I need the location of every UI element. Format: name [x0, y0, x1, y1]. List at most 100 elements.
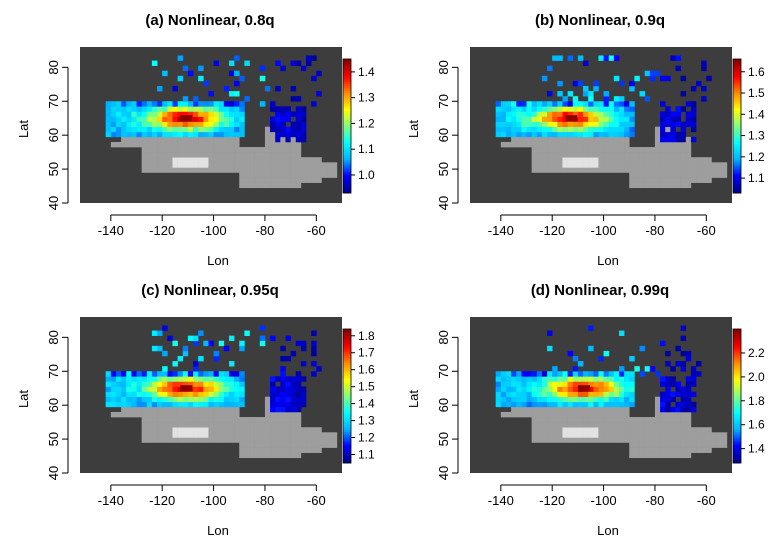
data-cell [295, 116, 302, 122]
land-cell [239, 147, 245, 153]
data-cell [500, 111, 507, 117]
land-cell [618, 417, 625, 423]
land-cell [141, 432, 148, 438]
data-cell [536, 386, 543, 392]
colorbar-tick-label: 1.6 [358, 363, 375, 377]
land-cell [213, 427, 220, 433]
land-cell [660, 427, 666, 433]
land-cell [198, 167, 204, 173]
land-cell [654, 147, 661, 153]
data-cell [505, 381, 512, 387]
data-cell [685, 381, 692, 387]
data-cell [239, 401, 245, 408]
data-cell [146, 381, 153, 387]
data-cell [593, 371, 599, 377]
data-cell [203, 381, 209, 387]
data-cell [290, 86, 297, 92]
data-cell [259, 340, 266, 347]
land-cell [696, 177, 702, 183]
colorbar-segment [733, 362, 741, 366]
land-cell [228, 411, 235, 418]
data-cell [105, 106, 112, 112]
data-cell [228, 121, 235, 127]
land-cell [690, 172, 697, 178]
land-cell [285, 152, 291, 158]
data-cell [121, 401, 127, 408]
colorbar-segment [343, 378, 351, 381]
colorbar-segment [733, 108, 741, 111]
data-cell [182, 345, 189, 352]
land-cell [567, 406, 574, 413]
data-cell [162, 131, 168, 138]
land-cell [583, 167, 589, 173]
land-cell [670, 437, 676, 443]
data-cell [577, 101, 584, 107]
x-tick-label: -100 [591, 223, 617, 238]
land-cell [275, 167, 281, 173]
colorbar-segment [733, 413, 741, 417]
data-cell [536, 371, 543, 377]
data-cell [685, 391, 692, 397]
colorbar: 1.01.11.21.31.4 [342, 58, 375, 194]
land-cell [131, 136, 137, 143]
data-cell [131, 126, 137, 133]
land-cell [577, 437, 584, 443]
data-cell [115, 126, 122, 133]
data-cell [295, 111, 302, 117]
data-cell [244, 60, 250, 66]
land-cell [167, 411, 173, 418]
data-cell [603, 101, 610, 107]
colorbar-segment [733, 420, 741, 424]
data-cell [234, 121, 240, 127]
land-cell [141, 157, 148, 163]
land-cell [665, 422, 671, 428]
land-cell [588, 417, 594, 423]
data-cell [141, 126, 148, 133]
data-cell [136, 396, 142, 403]
data-cell [608, 106, 615, 112]
data-cell [593, 106, 599, 112]
land-cell [567, 167, 574, 173]
land-cell [624, 406, 630, 413]
data-cell [203, 386, 209, 392]
data-cell [151, 376, 158, 382]
colorbar-segment [343, 380, 351, 383]
land-cell [593, 437, 599, 443]
land-cell [562, 411, 568, 418]
data-cell [665, 401, 671, 408]
land-cell [187, 406, 194, 413]
data-cell [239, 376, 245, 382]
land-cell [598, 427, 604, 433]
data-cell [649, 70, 656, 77]
land-cell [280, 157, 286, 163]
data-cell [588, 96, 594, 102]
land-cell [511, 406, 517, 413]
land-cell [321, 432, 327, 438]
land-cell [223, 432, 230, 438]
colorbar-segment [733, 146, 741, 149]
data-cell [577, 111, 584, 117]
data-cell [208, 116, 214, 122]
data-cell [228, 381, 235, 387]
colorbar-tick-label: 1.4 [358, 397, 375, 411]
data-cell [300, 391, 307, 397]
data-cell [177, 101, 184, 107]
data-cell [177, 376, 184, 382]
land-cell [572, 422, 579, 428]
land-cell [654, 126, 661, 133]
land-cell [311, 437, 317, 443]
data-cell [552, 55, 558, 61]
data-cell [613, 55, 620, 61]
data-cell [228, 376, 235, 382]
data-cell [511, 111, 517, 117]
land-cell [300, 177, 307, 183]
land-cell [146, 437, 153, 443]
land-cell [198, 411, 204, 418]
data-cell [505, 106, 512, 112]
land-cell [541, 136, 548, 143]
data-cell [495, 401, 502, 408]
colorbar-segment [343, 110, 351, 113]
land-cell [239, 162, 245, 168]
data-cell [660, 131, 666, 138]
